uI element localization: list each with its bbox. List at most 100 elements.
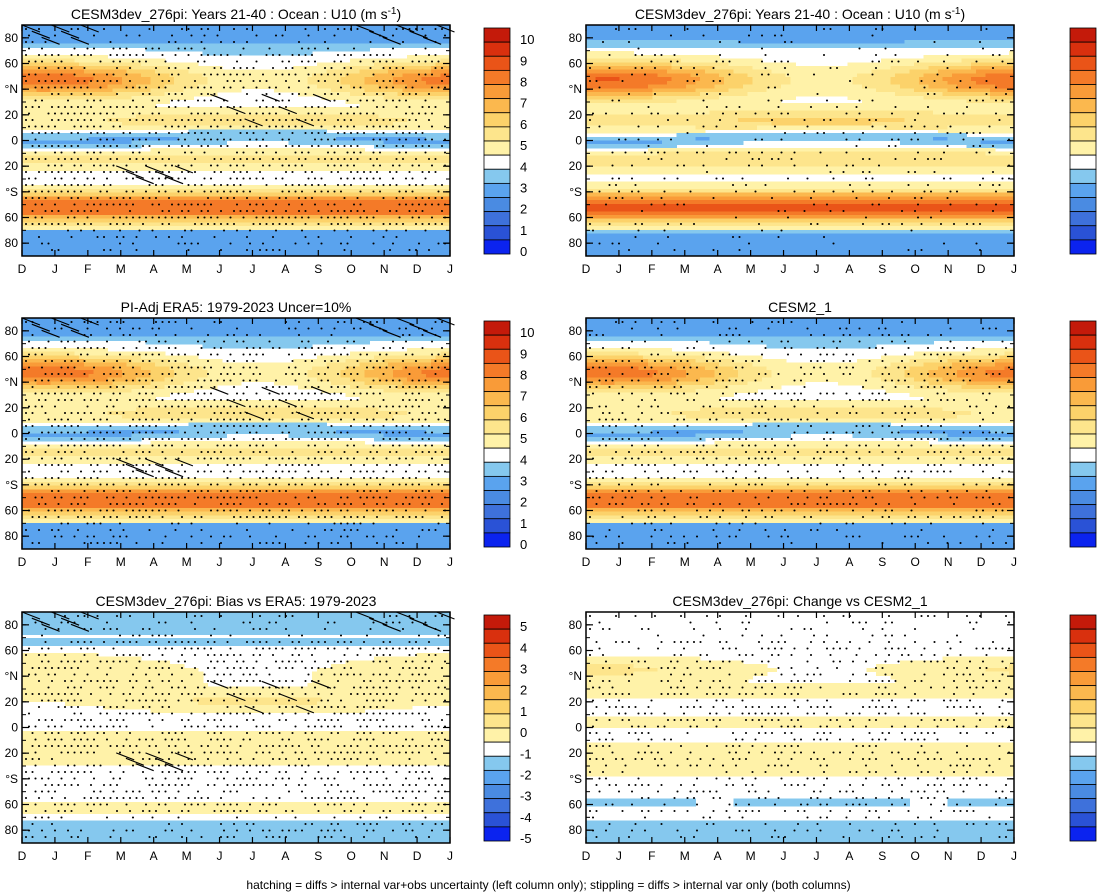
heatmap-cell: [421, 84, 427, 89]
heatmap-cell: [140, 241, 147, 246]
heatmap-cell: [264, 125, 270, 130]
heatmap-cell: [55, 203, 61, 209]
stipple-dot: [73, 86, 76, 89]
heatmap-cell: [226, 39, 232, 45]
heatmap-cell: [321, 248, 327, 253]
heatmap-cell: [350, 155, 356, 160]
heatmap-cell: [131, 99, 137, 104]
heatmap-cell: [183, 166, 190, 171]
heatmap-cell: [407, 88, 413, 93]
heatmap-cell: [388, 166, 394, 171]
heatmap-cell: [188, 69, 194, 75]
heatmap-cell: [169, 95, 175, 101]
heatmap-cell: [216, 151, 223, 157]
heatmap-cell: [226, 125, 232, 130]
heatmap-cell: [26, 136, 33, 142]
heatmap-cell: [226, 166, 232, 171]
stipple-dot: [336, 53, 340, 57]
heatmap-cell: [150, 121, 156, 127]
heatmap-cell: [259, 32, 266, 37]
heatmap-cell: [255, 51, 261, 56]
heatmap-cell: [188, 200, 194, 205]
heatmap-cell: [445, 121, 451, 127]
heatmap-cell: [64, 106, 71, 112]
heatmap-cell: [183, 114, 190, 119]
heatmap-cell: [369, 140, 375, 145]
heatmap-cell: [102, 54, 109, 60]
heatmap-cell: [60, 203, 66, 209]
heatmap-cell: [435, 114, 442, 119]
stipple-dot: [57, 79, 60, 83]
heatmap-cell: [369, 73, 375, 78]
heatmap-cell: [307, 192, 313, 197]
heatmap-cell: [402, 133, 408, 138]
heatmap-cell: [297, 215, 304, 220]
heatmap-cell: [236, 237, 242, 242]
heatmap-cell: [350, 125, 356, 130]
heatmap-cell: [207, 114, 213, 119]
heatmap-cell: [136, 207, 142, 212]
heatmap-cell: [136, 58, 142, 63]
stipple-dot: [232, 27, 236, 31]
heatmap-cell: [255, 80, 261, 86]
heatmap-cell: [345, 77, 351, 82]
heatmap-cell: [421, 140, 427, 145]
heatmap-cell: [178, 215, 185, 220]
stipple-dot: [190, 86, 193, 89]
stipple-dot: [378, 86, 382, 89]
heatmap-cell: [64, 88, 71, 93]
heatmap-cell: [121, 65, 128, 71]
heatmap-cell: [178, 25, 185, 30]
heatmap-cell: [445, 166, 451, 171]
heatmap-cell: [45, 215, 52, 220]
heatmap-cell: [178, 36, 185, 41]
heatmap-cell: [340, 192, 346, 197]
heatmap-cell: [392, 88, 399, 93]
heatmap-cell: [83, 28, 90, 34]
heatmap-cell: [378, 65, 385, 71]
heatmap-cell: [288, 162, 294, 168]
heatmap-cell: [364, 69, 370, 75]
heatmap-cell: [41, 144, 47, 149]
heatmap-cell: [293, 151, 299, 157]
heatmap-cell: [150, 244, 156, 250]
heatmap-cell: [416, 133, 423, 138]
heatmap-cell: [164, 215, 171, 220]
heatmap-cell: [445, 62, 451, 67]
heatmap-cell: [250, 162, 256, 168]
heatmap-cell: [350, 215, 356, 220]
heatmap-cell: [74, 58, 80, 63]
heatmap-cell: [411, 69, 418, 75]
heatmap-cell: [202, 88, 209, 93]
heatmap-cell: [259, 80, 266, 86]
heatmap-cell: [131, 222, 137, 227]
heatmap-cell: [297, 207, 304, 212]
heatmap-cell: [88, 252, 94, 257]
heatmap-cell: [373, 252, 380, 257]
heatmap-cell: [411, 62, 418, 67]
heatmap-cell: [255, 39, 261, 45]
heatmap-cell: [226, 159, 232, 164]
heatmap-cell: [421, 211, 427, 216]
stipple-dot: [57, 53, 60, 57]
heatmap-cell: [326, 110, 332, 116]
heatmap-cell: [150, 103, 156, 108]
heatmap-cell: [193, 47, 199, 52]
heatmap-cell: [354, 192, 361, 197]
heatmap-cell: [435, 211, 442, 216]
heatmap-cell: [174, 136, 180, 142]
heatmap-cell: [131, 136, 137, 142]
heatmap-cell: [255, 84, 261, 89]
heatmap-cell: [288, 136, 294, 142]
heatmap-cell: [278, 47, 285, 52]
heatmap-cell: [392, 248, 399, 253]
heatmap-cell: [117, 125, 123, 130]
heatmap-cell: [255, 237, 261, 242]
heatmap-cell: [316, 28, 323, 34]
heatmap-cell: [41, 118, 47, 123]
heatmap-cell: [126, 218, 132, 224]
stipple-dot: [24, 40, 28, 44]
heatmap-cell: [102, 133, 109, 138]
heatmap-cell: [31, 69, 37, 75]
stipple-dot: [294, 73, 297, 76]
